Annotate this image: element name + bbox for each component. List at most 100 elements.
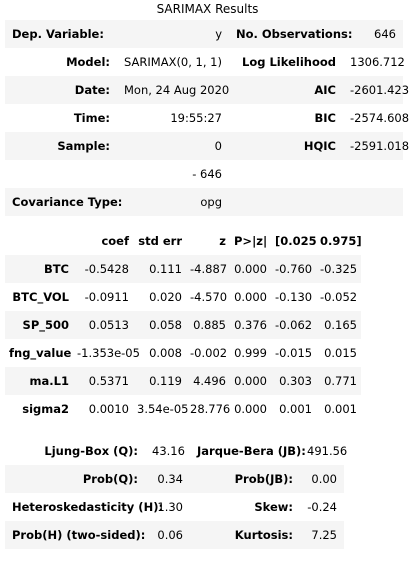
coef-name: BTC [43, 262, 69, 276]
summary-value: y [215, 27, 222, 41]
summary-row: Dep. Variable: y No. Observations: 646 [5, 20, 403, 48]
diagnostics-value: 1.30 [157, 500, 183, 514]
coef-name: BTC_VOL [12, 290, 69, 304]
summary-label: Log Likelihood [242, 55, 336, 69]
summary-value: SARIMAX(0, 1, 1) [124, 55, 222, 69]
summary-label: Model: [66, 55, 110, 69]
diagnostics-value: 0.34 [157, 472, 183, 486]
coef-ci-high: -0.325 [320, 262, 358, 276]
coef-row: SP_500 0.0513 0.058 0.885 0.376 -0.062 0… [5, 311, 361, 339]
diagnostics-label: Jarque-Bera (JB): [197, 444, 306, 458]
summary-value: 646 [374, 27, 396, 41]
coef-ci-high: 0.001 [324, 402, 357, 416]
coef-ci-high: -0.052 [320, 290, 358, 304]
diagnostics-row: Heteroskedasticity (H): 1.30 Skew: -0.24 [5, 493, 344, 521]
coef-z: -4.570 [190, 290, 228, 304]
diagnostics-value: 0.00 [311, 472, 337, 486]
summary-label [229, 188, 343, 216]
coef-std-err: 3.54e-05 [137, 402, 189, 416]
summary-label: Covariance Type: [12, 195, 123, 209]
coef-ci-low: 0.303 [279, 374, 312, 388]
summary-value: 19:55:27 [170, 111, 222, 125]
coef-ci-high: 0.771 [324, 374, 357, 388]
coef-row: BTC -0.5428 0.111 -4.887 0.000 -0.760 -0… [5, 255, 361, 283]
coef-header: 0.975] [320, 234, 362, 248]
summary-value: 1306.712 [350, 55, 405, 69]
model-summary-table: Dep. Variable: y No. Observations: 646 M… [5, 20, 410, 216]
summary-label: AIC [314, 83, 336, 97]
summary-value: opg [200, 195, 222, 209]
coef-ci-low: 0.001 [279, 402, 312, 416]
coef-ci-low: -0.130 [275, 290, 313, 304]
summary-label: Time: [73, 111, 110, 125]
coef-p: 0.000 [234, 290, 267, 304]
summary-row: Sample: 0 HQIC -2591.018 [5, 132, 410, 160]
coef-std-err: 0.008 [149, 346, 182, 360]
coef-p: 0.000 [234, 262, 267, 276]
coef-std-err: 0.119 [149, 374, 182, 388]
summary-label: BIC [314, 111, 336, 125]
diagnostics-row: Prob(H) (two-sided): 0.06 Kurtosis: 7.25 [5, 521, 344, 549]
summary-row: Date: Mon, 24 Aug 2020 AIC -2601.423 [5, 76, 409, 104]
coef-ci-high: 0.165 [324, 318, 357, 332]
coef-header: [0.025 [275, 234, 317, 248]
summary-value [343, 188, 403, 216]
summary-value: Mon, 24 Aug 2020 [124, 83, 230, 97]
summary-row: Covariance Type: opg [5, 188, 403, 216]
coef-value: -0.0911 [84, 290, 129, 304]
diagnostics-row: Prob(Q): 0.34 Prob(JB): 0.00 [5, 465, 344, 493]
diagnostics-label: Ljung-Box (Q): [44, 444, 138, 458]
coef-z: -0.002 [190, 346, 228, 360]
results-title: SARIMAX Results [156, 2, 259, 16]
diagnostics-value: -0.24 [307, 500, 337, 514]
coef-row: ma.L1 0.5371 0.119 4.496 0.000 0.303 0.7… [5, 367, 361, 395]
coef-ci-low: -0.760 [275, 262, 313, 276]
coef-std-err: 0.058 [149, 318, 182, 332]
coef-p: 0.999 [234, 346, 267, 360]
summary-label: No. Observations: [236, 27, 353, 41]
coef-value: 0.0010 [88, 402, 129, 416]
coef-std-err: 0.020 [149, 290, 182, 304]
coef-row: sigma2 0.0010 3.54e-05 28.776 0.000 0.00… [5, 395, 361, 423]
coef-p: 0.000 [234, 374, 267, 388]
diagnostics-value: 0.06 [157, 528, 183, 542]
diagnostics-label: Heteroskedasticity (H): [12, 500, 164, 514]
summary-value: 0 [214, 139, 222, 153]
summary-label [229, 160, 343, 188]
coef-name: fng_value [9, 346, 72, 360]
coef-ci-high: 0.015 [324, 346, 357, 360]
coef-value: -0.5428 [84, 262, 129, 276]
coef-header-row: coef std err z P>|z| [0.025 0.975] [5, 227, 362, 255]
coef-ci-low: -0.062 [275, 318, 313, 332]
summary-value: -2591.018 [350, 139, 410, 153]
diagnostics-row: Ljung-Box (Q): 43.16 Jarque-Bera (JB): 4… [5, 437, 347, 465]
coef-value: 0.0513 [88, 318, 129, 332]
diagnostics-label: Kurtosis: [234, 528, 293, 542]
summary-value [343, 160, 403, 188]
summary-label: Sample: [57, 139, 110, 153]
coef-p: 0.000 [234, 402, 267, 416]
summary-row: - 646 [5, 160, 403, 188]
summary-label: Date: [74, 83, 110, 97]
coef-row: fng_value -1.353e-05 0.008 -0.002 0.999 … [5, 339, 361, 367]
diagnostics-table: Ljung-Box (Q): 43.16 Jarque-Bera (JB): 4… [5, 437, 347, 549]
summary-row: Time: 19:55:27 BIC -2574.608 [5, 104, 410, 132]
diagnostics-label: Prob(H) (two-sided): [12, 528, 146, 542]
coef-row: BTC_VOL -0.0911 0.020 -4.570 0.000 -0.13… [5, 283, 361, 311]
summary-value: -2574.608 [350, 111, 410, 125]
coef-z: 28.776 [190, 402, 231, 416]
coefficient-table: coef std err z P>|z| [0.025 0.975] BTC -… [5, 227, 362, 423]
summary-label: HQIC [303, 139, 336, 153]
coef-header: P>|z| [234, 234, 268, 248]
coef-value: -1.353e-05 [77, 346, 140, 360]
coef-z: 4.496 [193, 374, 226, 388]
coef-name: SP_500 [22, 318, 69, 332]
coef-header: coef [101, 234, 129, 248]
diagnostics-label: Skew: [254, 500, 293, 514]
diagnostics-value: 43.16 [152, 444, 185, 458]
coef-std-err: 0.111 [149, 262, 182, 276]
diagnostics-value: 7.25 [311, 528, 337, 542]
summary-label: Dep. Variable: [12, 27, 104, 41]
coef-name: sigma2 [22, 402, 69, 416]
coef-ci-low: -0.015 [275, 346, 313, 360]
